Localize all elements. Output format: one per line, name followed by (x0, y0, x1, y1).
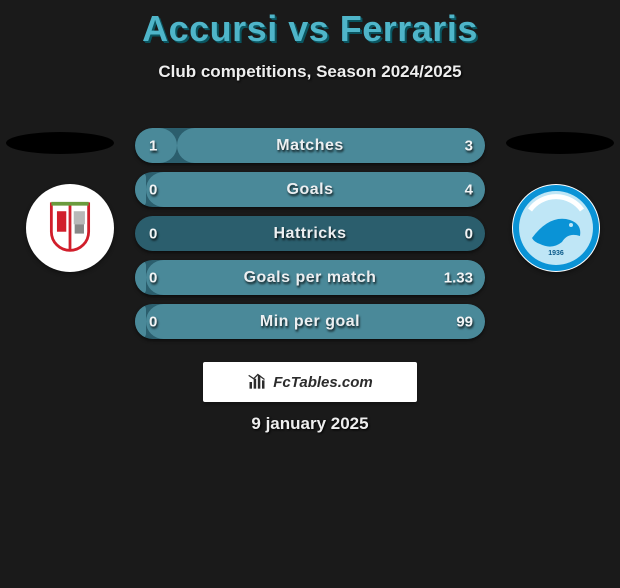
stat-label: Goals per match (244, 269, 377, 287)
stat-value-right: 99 (456, 313, 473, 330)
stat-value-left: 0 (149, 181, 157, 198)
stat-row-matches: 1 Matches 3 (135, 128, 485, 163)
shield-icon (29, 187, 111, 269)
stat-value-left: 1 (149, 137, 157, 154)
stat-row-hattricks: 0 Hattricks 0 (135, 216, 485, 251)
svg-text:1936: 1936 (548, 250, 564, 257)
club-logo-right: 1936 (512, 184, 600, 272)
page-subtitle: Club competitions, Season 2024/2025 (0, 62, 620, 82)
brand-label: FcTables.com (273, 374, 372, 391)
stat-label: Goals (287, 181, 334, 199)
player-shadow-right (506, 132, 614, 154)
stat-value-left: 0 (149, 225, 157, 242)
stat-value-right: 4 (465, 181, 473, 198)
club-logo-left (26, 184, 114, 272)
stat-label: Min per goal (260, 313, 360, 331)
stat-fill-left (135, 304, 146, 339)
stat-fill-left (135, 260, 146, 295)
stat-value-right: 1.33 (444, 269, 473, 286)
stat-fill-left (135, 172, 146, 207)
stat-row-goals: 0 Goals 4 (135, 172, 485, 207)
stat-row-min-per-goal: 0 Min per goal 99 (135, 304, 485, 339)
bar-chart-icon (247, 372, 267, 392)
stat-row-goals-per-match: 0 Goals per match 1.33 (135, 260, 485, 295)
stats-container: 1 Matches 3 0 Goals 4 0 Hattricks 0 0 Go… (135, 128, 485, 339)
footer-date: 9 january 2025 (0, 414, 620, 434)
page-title: Accursi vs Ferraris (0, 8, 620, 50)
dolphin-badge-icon: 1936 (512, 184, 600, 272)
brand-badge[interactable]: FcTables.com (203, 362, 417, 402)
stat-value-left: 0 (149, 313, 157, 330)
stat-label: Hattricks (274, 225, 347, 243)
stat-value-left: 0 (149, 269, 157, 286)
stat-value-right: 0 (465, 225, 473, 242)
player-shadow-left (6, 132, 114, 154)
stat-value-right: 3 (465, 137, 473, 154)
stat-label: Matches (276, 137, 344, 155)
